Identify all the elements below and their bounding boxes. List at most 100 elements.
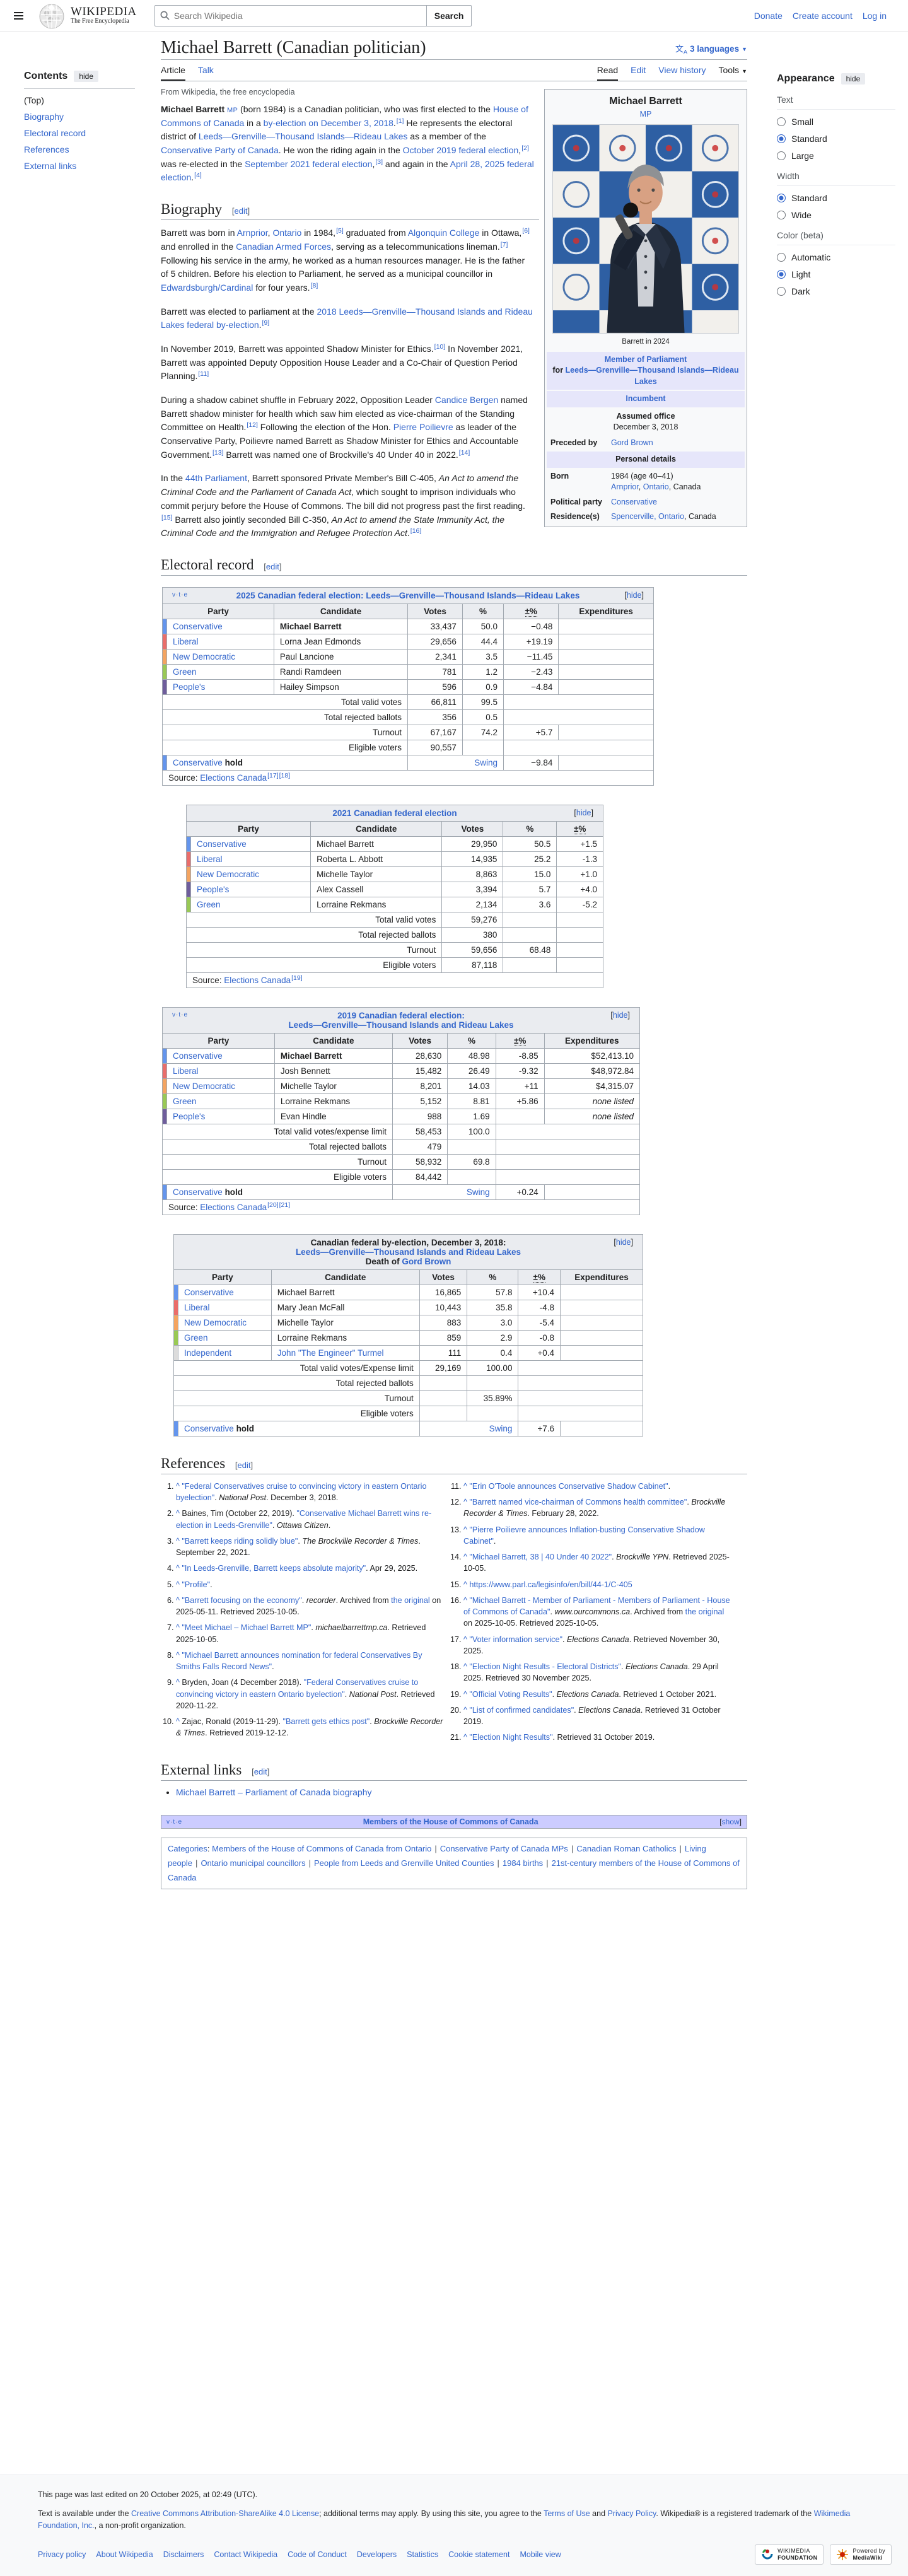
table-hide-link[interactable]: hide [626,590,642,600]
link[interactable]: ^ [463,1662,467,1672]
link[interactable]: Leeds—Grenville—Thousand Islands and Rid… [288,1020,514,1030]
link[interactable]: Algonquin College [407,228,480,238]
link[interactable]: ^ [176,1623,180,1633]
party-link[interactable]: New Democratic [173,651,236,661]
table-hide-link[interactable]: hide [615,1237,631,1247]
mp-abbr-link[interactable]: MP [227,107,238,114]
party-link[interactable]: New Democratic [173,1081,236,1091]
link[interactable]: ^ [463,1580,467,1589]
swing-link[interactable]: Swing [466,1187,490,1197]
link[interactable]: "Erin O'Toole announces Conservative Sha… [469,1481,668,1491]
link[interactable]: ^ [176,1509,180,1518]
link[interactable]: ^ [463,1595,467,1605]
ref-sup[interactable]: [11] [198,370,209,378]
party-link[interactable]: Conservative [184,1423,234,1433]
tab-edit[interactable]: Edit [631,65,646,75]
wikimedia-foundation-badge[interactable]: WIKIMEDIA FOUNDATION [755,2544,824,2565]
party-link[interactable]: Liberal [173,1066,199,1076]
link[interactable]: "Barrett gets ethics post" [282,1717,370,1727]
table-hide-link[interactable]: hide [612,1010,628,1020]
link[interactable]: "Meet Michael – Michael Barrett MP" [182,1623,311,1633]
footer-link-developers[interactable]: Developers [356,2550,397,2560]
search-box[interactable] [154,4,427,26]
link[interactable]: 2021 Canadian federal election [332,808,457,818]
link[interactable]: House of Commons of Canada [161,104,528,128]
header-link-donate[interactable]: Donate [754,10,783,21]
link[interactable]: September 2021 federal election [245,158,373,169]
link[interactable]: "Federal Conservatives cruise to convinc… [176,1481,427,1503]
link[interactable]: Arnprior [611,482,639,492]
ref-sup[interactable]: [8] [310,281,318,289]
link[interactable]: "Michael Barrett announces nomination fo… [176,1650,422,1672]
infobox-mp-link[interactable]: MP [639,110,652,119]
link[interactable]: ^ [463,1705,467,1715]
radio-option-wide[interactable]: Wide [777,210,895,220]
category-link[interactable]: 21st-century members of the House of Com… [168,1858,740,1882]
navbox-show-link[interactable]: show [721,1817,740,1827]
link[interactable]: October 2019 federal election [402,145,519,156]
link[interactable]: Creative Commons Attribution-ShareAlike … [131,2509,320,2518]
link[interactable]: Canadian Armed Forces [236,241,332,252]
candidate-link[interactable]: John "The Engineer" Turmel [277,1348,384,1358]
incumbent-link[interactable]: Incumbent [626,394,666,404]
table-hide-link[interactable]: hide [576,808,591,817]
party-link[interactable]: Conservative [173,621,223,631]
category-link[interactable]: Members of the House of Commons of Canad… [212,1844,432,1854]
ref-sup[interactable]: [3] [375,158,383,166]
link[interactable]: Conservative [611,497,657,506]
search-button[interactable]: Search [426,4,472,26]
link[interactable]: Leeds—Grenville—Thousand Islands and Rid… [295,1247,521,1257]
link[interactable]: Gord Brown [402,1256,451,1266]
link[interactable]: April 28, 2025 federal election [161,158,534,183]
tab-article[interactable]: Article [161,60,185,81]
link[interactable]: ^ [176,1481,180,1491]
navbox-title-link[interactable]: Members of the House of Commons of Canad… [363,1817,538,1827]
link[interactable]: "Pierre Poilievre announces Inflation-bu… [463,1525,705,1546]
footer-link-contact-wikipedia[interactable]: Contact Wikipedia [214,2550,278,2560]
edit-section-link[interactable]: edit [237,1460,251,1470]
tab-view-history[interactable]: View history [658,65,706,75]
party-link[interactable]: People's [197,884,230,894]
tab-read[interactable]: Read [597,60,619,81]
radio-option-large[interactable]: Large [777,151,895,161]
link[interactable]: Member of Parliament [604,354,687,364]
link[interactable]: https://www.parl.ca/legisinfo/en/bill/44… [469,1580,632,1589]
link[interactable]: ^ [176,1650,180,1660]
wikipedia-logo[interactable]: WIKIPEDIA The Free Encyclopedia [38,2,137,30]
link[interactable]: "Barrett focusing on the economy" [182,1595,302,1605]
link[interactable]: "Conservative Michael Barrett wins re-el… [176,1509,432,1530]
party-link[interactable]: Green [184,1332,208,1343]
link[interactable]: ^ [463,1525,467,1534]
radio-icon[interactable] [777,151,786,160]
ref-sup[interactable]: [10] [434,342,446,351]
navbox-t-link[interactable]: t [173,1818,175,1826]
link[interactable]: Wikimedia Foundation, Inc. [38,2509,851,2531]
category-link[interactable]: Canadian Roman Catholics [576,1844,677,1854]
category-link[interactable]: Ontario municipal councillors [201,1858,306,1868]
link[interactable]: ^ [176,1536,180,1546]
link[interactable]: "Profile" [182,1580,211,1589]
header-link-log-in[interactable]: Log in [862,10,887,21]
footer-link-mobile-view[interactable]: Mobile view [520,2550,561,2560]
swing-link[interactable]: Swing [489,1423,513,1433]
link[interactable]: 2019 Canadian federal election: [337,1010,465,1020]
ref-sup[interactable]: [14] [458,448,470,457]
radio-option-standard[interactable]: Standard [777,193,895,203]
search-input[interactable] [173,10,421,21]
link[interactable]: the original [391,1595,430,1605]
radio-icon[interactable] [777,287,786,296]
category-link[interactable]: People from Leeds and Grenville United C… [314,1858,494,1868]
link[interactable]: Michael Barrett – Parliament of Canada b… [176,1787,372,1798]
link[interactable]: Ontario [643,482,669,492]
tab-talk[interactable]: Talk [197,65,214,75]
ref-sup[interactable]: [9] [262,319,270,327]
link[interactable]: 2018 Leeds—Grenville—Thousand Islands an… [161,306,533,330]
ref-sup[interactable]: [12] [247,421,258,429]
party-link[interactable]: Liberal [197,854,223,864]
link[interactable]: 2025 Canadian federal election: Leeds—Gr… [236,590,580,600]
appearance-hide-button[interactable]: hide [841,73,866,85]
table-vte-v-link[interactable]: v [172,1011,175,1018]
ref-sup[interactable]: [7] [500,240,508,248]
radio-icon[interactable] [777,194,786,202]
party-link[interactable]: Conservative [197,839,247,849]
